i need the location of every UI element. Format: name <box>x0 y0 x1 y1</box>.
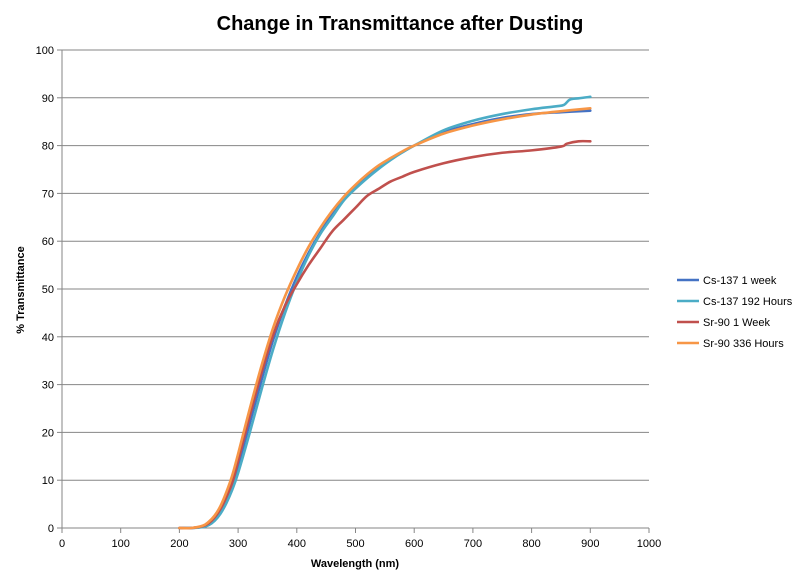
series-line-cs-137-192-hours <box>178 95 592 530</box>
y-tick-label: 20 <box>42 427 54 439</box>
series-lines <box>178 95 592 530</box>
x-tick-label: 700 <box>464 538 482 550</box>
x-tick-label: 800 <box>522 538 540 550</box>
x-tick-label: 400 <box>288 538 306 550</box>
y-tick-label: 40 <box>42 332 54 344</box>
legend: Cs-137 1 week Cs-137 192 Hours Sr-90 1 Wee… <box>677 275 793 350</box>
series-line-sr-90-336-hours <box>178 107 592 530</box>
y-tick-label: 70 <box>42 188 54 200</box>
y-tick-label: 100 <box>36 45 54 57</box>
x-axis-title: Wavelength (nm) <box>311 558 400 570</box>
x-tick-label: 200 <box>170 538 188 550</box>
legend-label-sr-90-336-hours: Sr-90 336 Hours <box>703 338 784 350</box>
legend-label-sr-90-1-week: Sr-90 1 Week <box>703 317 771 329</box>
chart-title: Change in Transmittance after Dusting <box>217 13 584 35</box>
y-tick-label: 50 <box>42 284 54 296</box>
y-tick-label: 0 <box>48 523 54 535</box>
x-tick-label: 500 <box>346 538 364 550</box>
x-tick-label: 300 <box>229 538 247 550</box>
series-line-sr-90-1-week <box>178 139 592 530</box>
y-tick-label: 60 <box>42 236 54 248</box>
gridlines <box>62 49 649 481</box>
axes <box>57 49 650 533</box>
y-tick-label: 30 <box>42 380 54 392</box>
x-tick-label: 600 <box>405 538 423 550</box>
y-tick-label: 90 <box>42 93 54 105</box>
x-tick-label: 100 <box>112 538 130 550</box>
x-tick-label: 0 <box>59 538 65 550</box>
y-tick-label: 80 <box>42 141 54 153</box>
legend-label-cs-137-192-hours: Cs-137 192 Hours <box>703 296 793 308</box>
x-tick-label: 900 <box>581 538 599 550</box>
y-tick-label: 10 <box>42 475 54 487</box>
legend-label-cs-137-1-week: Cs-137 1 week <box>703 275 777 287</box>
y-axis-title: % Transmittance <box>15 246 27 333</box>
x-tick-label: 1000 <box>637 538 661 550</box>
